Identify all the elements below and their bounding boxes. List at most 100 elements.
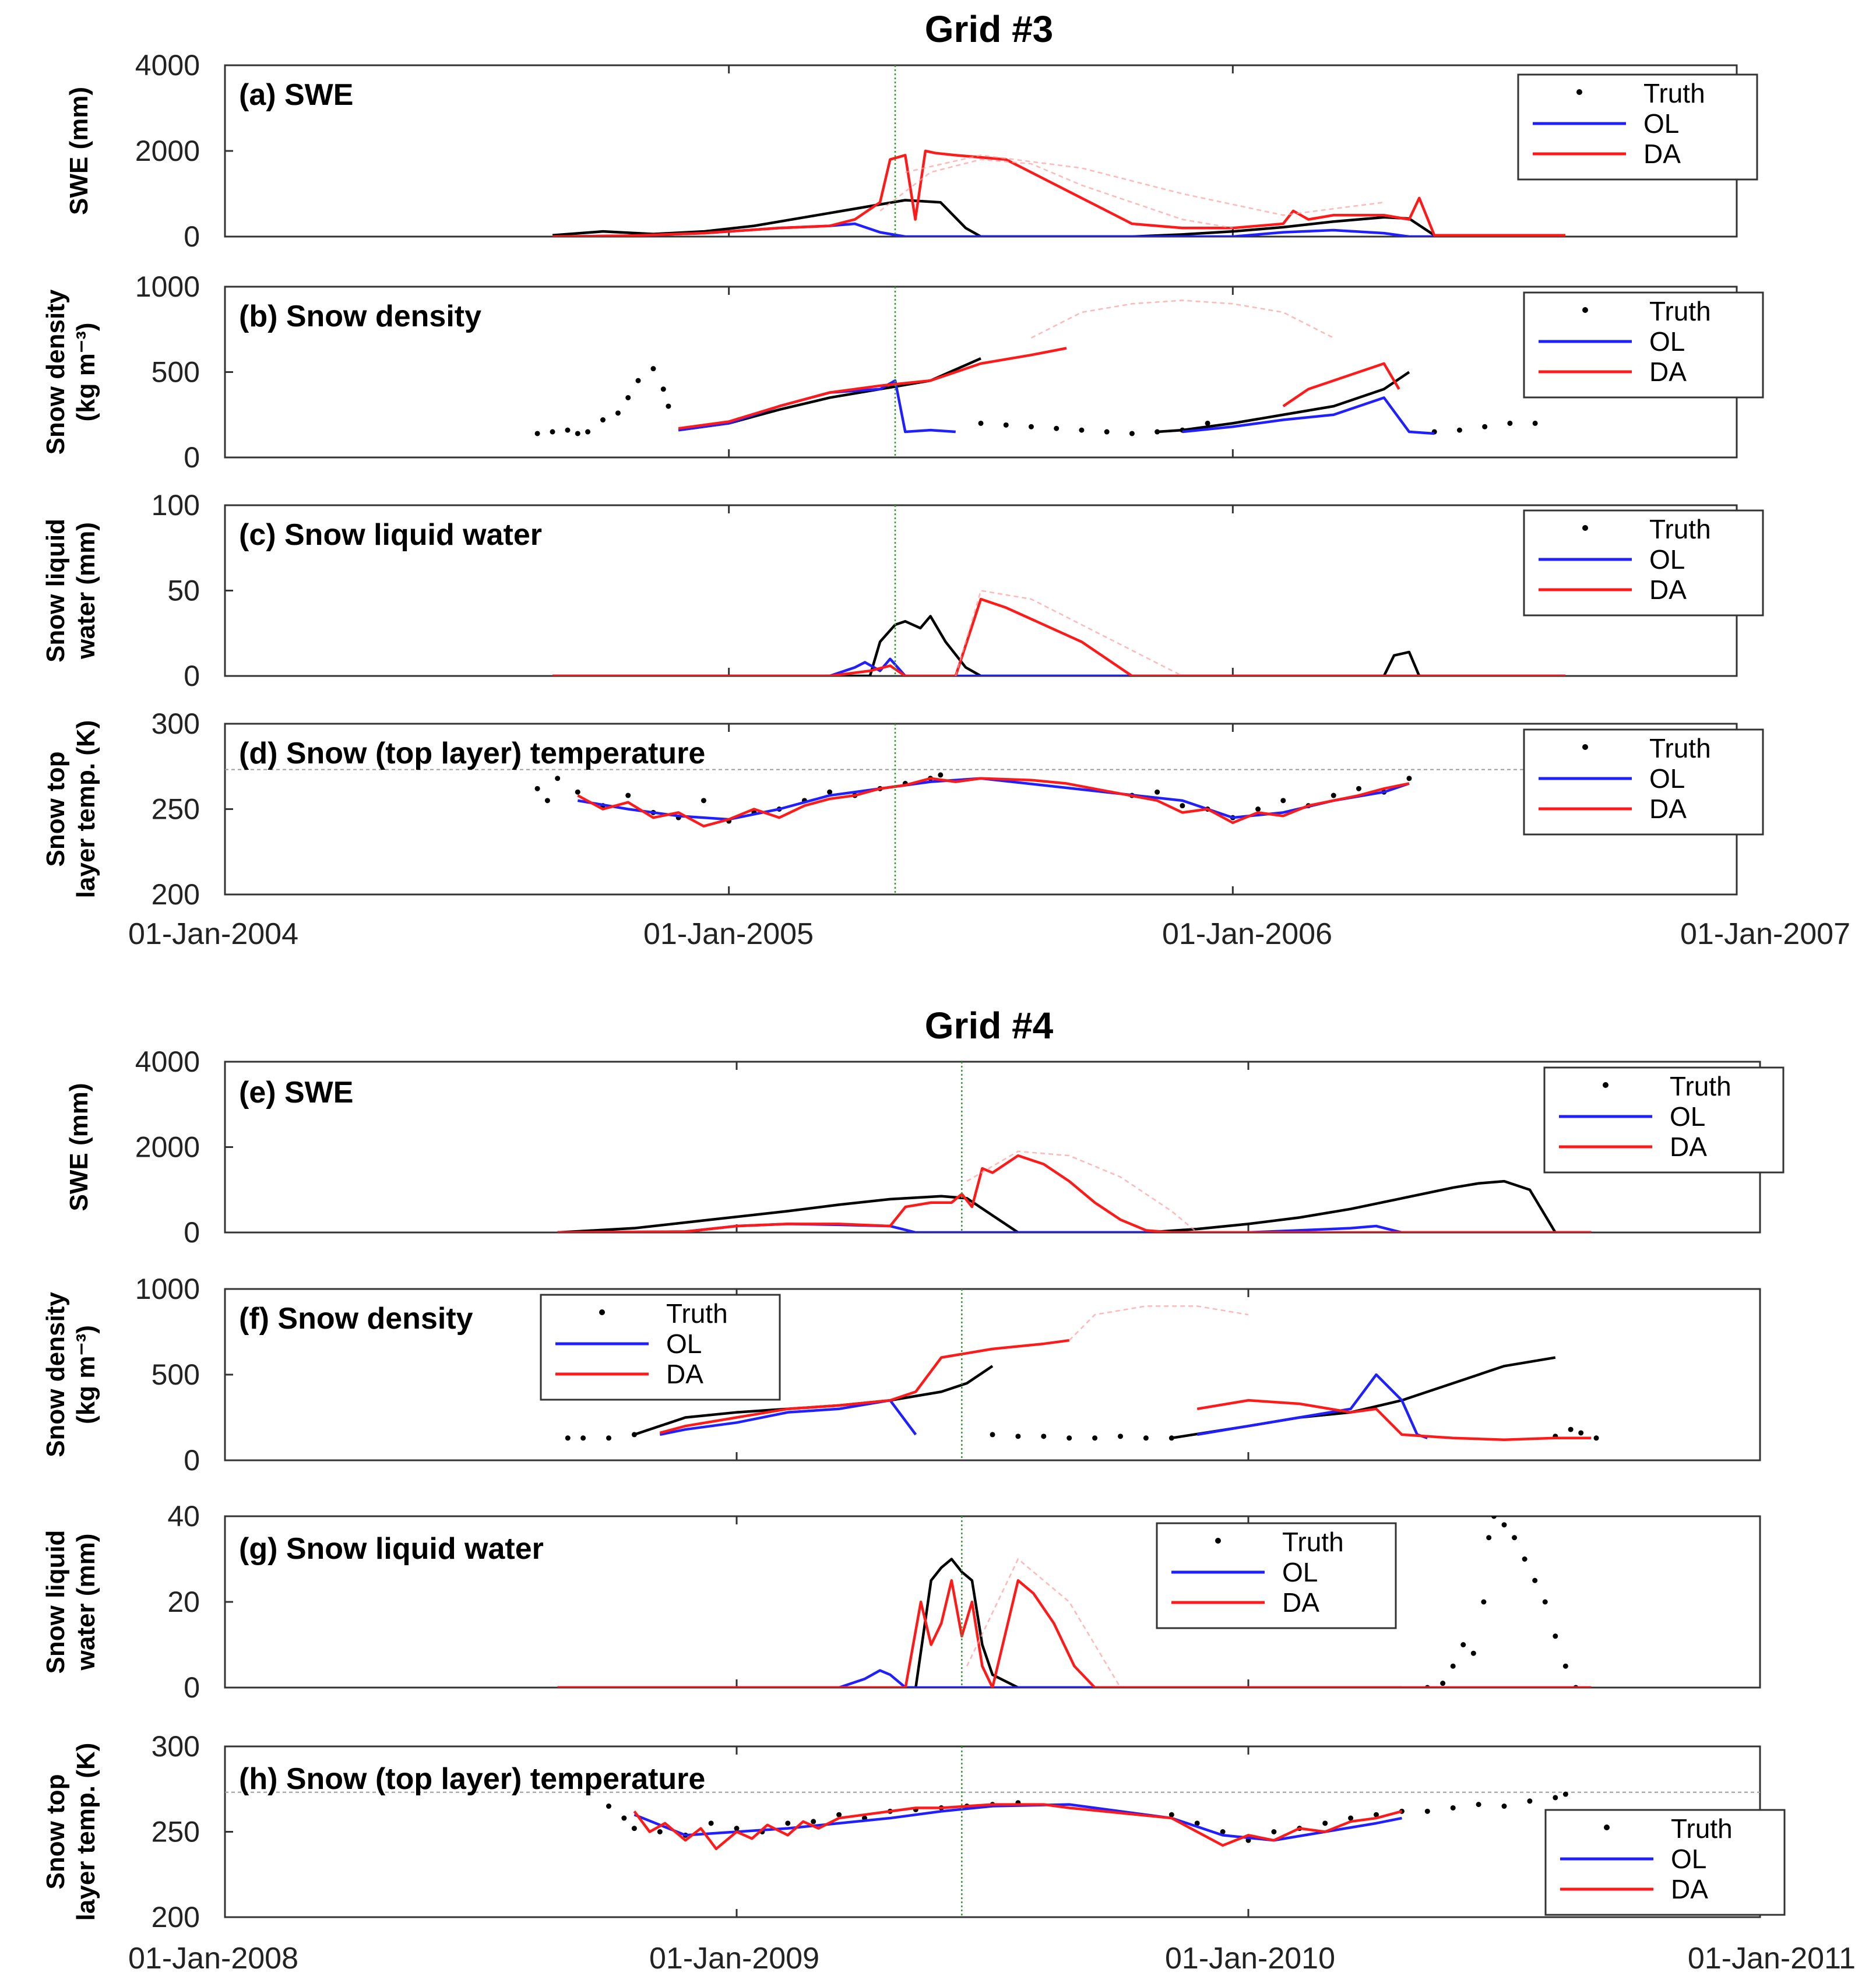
grid4-g-panel-label: (g) Snow liquid water bbox=[239, 1532, 544, 1566]
grid4-g-legend-truth-label: Truth bbox=[1282, 1527, 1344, 1557]
grid4-h-truth-point bbox=[631, 1826, 637, 1831]
grid4-f-da-line bbox=[1196, 1399, 1592, 1441]
grid3-c-da-line bbox=[552, 597, 1566, 676]
grid3-a-ytick-label: 2000 bbox=[135, 135, 200, 167]
grid4-g-truth-point bbox=[1562, 1663, 1568, 1669]
grid3-panel-b: 0 500 1000 Snow density (kg m⁻³) (b) Snow den… bbox=[41, 270, 1764, 474]
grid3-b-legend-ol-label: OL bbox=[1649, 326, 1685, 357]
grid4-g-truth-point bbox=[1440, 1681, 1446, 1686]
grid4-f-da-line bbox=[659, 1339, 1069, 1435]
grid3-d-truth-point bbox=[625, 793, 631, 798]
grid3-d-truth-point bbox=[1255, 806, 1261, 812]
grid4-g-axes-box bbox=[224, 1515, 1761, 1689]
grid4-f-truth-point bbox=[1118, 1433, 1123, 1439]
grid4-e-ylabel: SWE (mm) bbox=[65, 1083, 93, 1211]
grid3-title: Grid #3 bbox=[925, 8, 1054, 50]
grid4-g-truth-point bbox=[1532, 1577, 1538, 1583]
grid3-date-label-2: 01-Jan-2005 bbox=[643, 917, 814, 951]
grid4-f-legend-da-label: DA bbox=[666, 1359, 703, 1389]
grid3-b-truth-point bbox=[565, 427, 571, 433]
grid4-g-legend-ol-label: OL bbox=[1282, 1557, 1318, 1587]
grid3-a-legend-ol-label: OL bbox=[1643, 108, 1679, 139]
grid3-d-legend-truth-marker bbox=[1582, 744, 1588, 750]
grid4-h-legend-truth-label: Truth bbox=[1671, 1813, 1733, 1844]
grid3-c-legend-box bbox=[1523, 509, 1764, 617]
grid4-f-ol-line bbox=[1196, 1373, 1428, 1439]
grid3-b-truth-point bbox=[625, 395, 631, 400]
grid3-b-truth-point bbox=[1205, 420, 1210, 426]
grid3-c-ytick-label: 0 bbox=[184, 660, 200, 692]
grid4-g-legend-truth-marker bbox=[1215, 1538, 1221, 1544]
grid3-b-truth-point bbox=[666, 403, 671, 409]
grid3-date-axis: 01-Jan-2004 01-Jan-2005 01-Jan-2006 01-J… bbox=[128, 917, 1850, 951]
grid4-h-truth-point bbox=[657, 1829, 663, 1834]
grid4-g-da-line bbox=[557, 1579, 1592, 1688]
grid4-h-legend-da-label: DA bbox=[1671, 1874, 1708, 1904]
grid3-d-legend-ol-label: OL bbox=[1649, 763, 1685, 794]
grid4-panel-h: 200 250 300 Snow top layer temp. (K) (h) Snow… bbox=[41, 1730, 1786, 1933]
grid3-a-legend-truth-label: Truth bbox=[1643, 78, 1705, 108]
grid4-g-ytick-label: 40 bbox=[167, 1500, 200, 1533]
grid3-b-legend-truth-label: Truth bbox=[1649, 296, 1711, 326]
grid4-h-truth-point bbox=[1348, 1815, 1354, 1821]
grid4-h-truth-point bbox=[1424, 1808, 1430, 1814]
grid4-e-ytick-label: 4000 bbox=[135, 1045, 200, 1078]
grid3-d-truth-point bbox=[555, 776, 561, 781]
grid4-e-legend-truth-label: Truth bbox=[1670, 1071, 1731, 1101]
grid4-h-truth-point bbox=[1322, 1820, 1328, 1826]
grid3-b-truth-point bbox=[1003, 422, 1009, 428]
grid4-e-axes-box bbox=[224, 1061, 1761, 1234]
grid3-b-da-line bbox=[678, 347, 1067, 430]
grid4-g-ol-line bbox=[557, 1669, 1592, 1688]
grid3-b-truth-point bbox=[1079, 427, 1085, 433]
grid4-g-da-ensemble-line bbox=[966, 1558, 1121, 1688]
grid4-h-truth-point bbox=[1527, 1798, 1533, 1804]
grid3-b-truth-point bbox=[650, 366, 656, 372]
grid3-a-ytick-label: 0 bbox=[184, 220, 200, 253]
grid4-h-axes-box bbox=[224, 1745, 1761, 1918]
grid4-h-ol-line bbox=[633, 1803, 1402, 1842]
grid3-b-truth-point bbox=[1104, 429, 1110, 435]
grid3-a-ytick-label: 4000 bbox=[135, 49, 200, 82]
grid3-a-plot-area bbox=[552, 149, 1566, 237]
grid4-h-truth-point bbox=[1562, 1791, 1568, 1797]
grid4-g-truth-point bbox=[1522, 1556, 1527, 1562]
grid4-h-truth-point bbox=[708, 1820, 714, 1826]
grid3-d-panel-label: (d) Snow (top layer) temperature bbox=[239, 737, 705, 770]
grid4-f-ylabel: (kg m⁻³) bbox=[72, 1325, 100, 1424]
grid3-d-truth-point bbox=[1180, 803, 1185, 809]
grid3-d-plot-area bbox=[534, 772, 1412, 828]
grid4-f-ytick-label: 0 bbox=[184, 1444, 200, 1477]
grid3-b-truth-point bbox=[1482, 424, 1488, 429]
grid3-d-truth-point bbox=[701, 798, 706, 804]
grid4-e-truth-line bbox=[1018, 1179, 1592, 1232]
grid4-g-truth-line bbox=[557, 1558, 1402, 1688]
grid4-h-legend-truth-marker bbox=[1604, 1824, 1610, 1830]
grid3-b-ytick-label: 1000 bbox=[135, 270, 200, 303]
grid3-b-truth-point bbox=[575, 431, 580, 436]
grid4-g-legend-da-label: DA bbox=[1282, 1587, 1319, 1618]
grid3-d-ytick-label: 250 bbox=[152, 793, 200, 826]
grid4-f-ytick-label: 500 bbox=[152, 1358, 200, 1391]
grid3-c-ylabel: Snow liquid bbox=[41, 519, 70, 663]
grid4-panel-g: 0 20 40 Snow liquid water (mm) (g) Snow liqui… bbox=[41, 1500, 1761, 1704]
grid3-b-truth-point bbox=[1532, 420, 1538, 426]
grid4-h-ytick-label: 300 bbox=[152, 1730, 200, 1763]
grid4-f-truth-point bbox=[990, 1432, 995, 1438]
grid4-g-truth-point bbox=[1470, 1650, 1476, 1656]
grid4-h-ytick-label: 200 bbox=[152, 1901, 200, 1933]
grid3-b-ytick-label: 0 bbox=[184, 441, 200, 474]
grid4-f-truth-point bbox=[1568, 1427, 1574, 1432]
grid3-c-ytick-label: 100 bbox=[152, 489, 200, 522]
grid3-c-axes-box bbox=[224, 504, 1738, 677]
grid4-f-truth-point bbox=[1015, 1433, 1021, 1439]
grid3-b-truth-line bbox=[1157, 371, 1410, 434]
grid3-d-truth-point bbox=[1155, 789, 1160, 795]
grid3-d-ylabel: layer temp. (K) bbox=[72, 720, 100, 899]
grid3-panel-c: 0 50 100 Snow liquid water (mm) (c) Snow liqu… bbox=[41, 489, 1764, 692]
